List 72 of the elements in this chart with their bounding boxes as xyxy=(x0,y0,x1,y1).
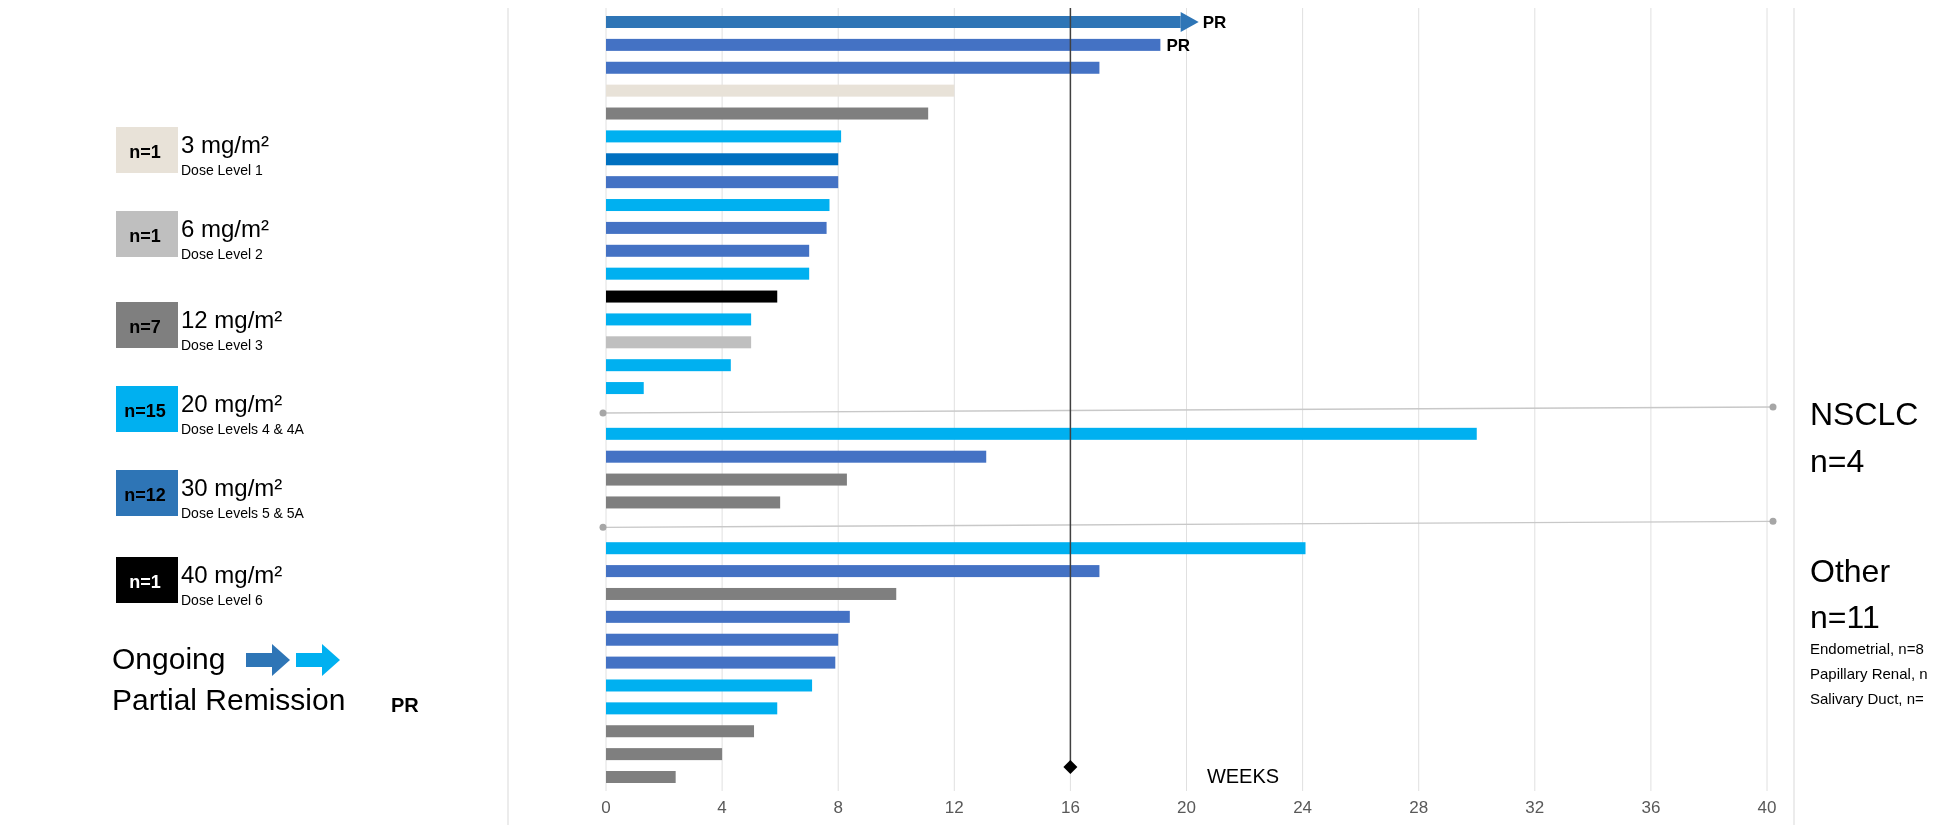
legend-label: 6 mg/m² xyxy=(181,215,270,242)
text: Dose Level 1 xyxy=(181,162,263,178)
bar xyxy=(606,382,644,395)
bar xyxy=(606,427,1477,440)
bar xyxy=(606,244,810,257)
bar xyxy=(606,542,1306,555)
text: Dose Levels 5 & 5A xyxy=(181,505,305,521)
x-tick-label: 24 xyxy=(1293,798,1313,817)
text: Papillary Renal, n xyxy=(1810,665,1928,682)
x-tick-label: 4 xyxy=(717,798,727,817)
text: n=12 xyxy=(124,485,166,505)
text: n=4 xyxy=(1810,443,1865,479)
legend-label: 20 mg/m² xyxy=(181,390,283,417)
bar xyxy=(606,313,752,326)
bar xyxy=(606,267,810,280)
bar xyxy=(606,221,827,234)
bar xyxy=(606,702,778,715)
bar xyxy=(606,725,755,738)
text: PR xyxy=(391,694,420,716)
legend-label: 12 mg/m² xyxy=(181,306,283,333)
text: n=1 xyxy=(129,572,161,592)
bar xyxy=(606,748,723,761)
bar xyxy=(606,450,987,463)
x-tick-label: 40 xyxy=(1757,798,1777,817)
data-label: PR xyxy=(1166,35,1190,55)
bar xyxy=(606,633,839,646)
text: n=15 xyxy=(124,401,166,421)
text: Endometrial, n=8 xyxy=(1810,640,1924,657)
text: NSCLC xyxy=(1810,396,1919,432)
text: Other xyxy=(1810,553,1891,589)
text: Dose Level 2 xyxy=(181,246,263,262)
bar xyxy=(606,61,1100,74)
bar xyxy=(606,107,929,120)
bar xyxy=(606,771,676,783)
bar xyxy=(606,359,731,372)
x-axis-title: WEEKS xyxy=(1206,765,1280,787)
x-tick-label: 12 xyxy=(944,798,964,817)
bar xyxy=(606,176,839,189)
x-tick-label: 20 xyxy=(1177,798,1196,817)
text: n=1 xyxy=(129,142,161,162)
text: Dose Levels 4 & 4A xyxy=(181,421,305,437)
x-tick-label: 0 xyxy=(601,798,611,817)
bar xyxy=(606,199,830,212)
text: Salivary Duct, n= xyxy=(1810,690,1925,707)
bar xyxy=(606,610,850,623)
text: Ongoing xyxy=(112,642,226,675)
bar xyxy=(606,38,1161,51)
bar xyxy=(606,336,752,349)
text: n=7 xyxy=(129,317,161,337)
bar xyxy=(606,130,842,143)
legend-label: 40 mg/m² xyxy=(181,561,283,588)
x-tick-label: 16 xyxy=(1060,798,1080,817)
text: Dose Level 3 xyxy=(181,337,263,353)
bar xyxy=(606,679,813,692)
bar xyxy=(606,565,1100,578)
bar xyxy=(606,656,836,669)
text: n=1 xyxy=(129,226,161,246)
text: Dose Level 6 xyxy=(181,592,263,608)
legend-label: 3 mg/m² xyxy=(181,131,270,158)
bar xyxy=(606,587,897,600)
text: n=11 xyxy=(1810,599,1880,635)
bar xyxy=(606,473,847,486)
x-tick-label: 36 xyxy=(1641,798,1661,817)
x-tick-label: 8 xyxy=(833,798,843,817)
x-tick-label: 32 xyxy=(1525,798,1545,817)
data-label: PR xyxy=(1202,13,1227,32)
bar xyxy=(606,496,781,509)
legend-label: 30 mg/m² xyxy=(181,474,283,501)
bar xyxy=(606,290,778,303)
bar xyxy=(606,153,839,166)
x-tick-label: 28 xyxy=(1409,798,1429,817)
text: Partial Remission xyxy=(112,683,346,716)
